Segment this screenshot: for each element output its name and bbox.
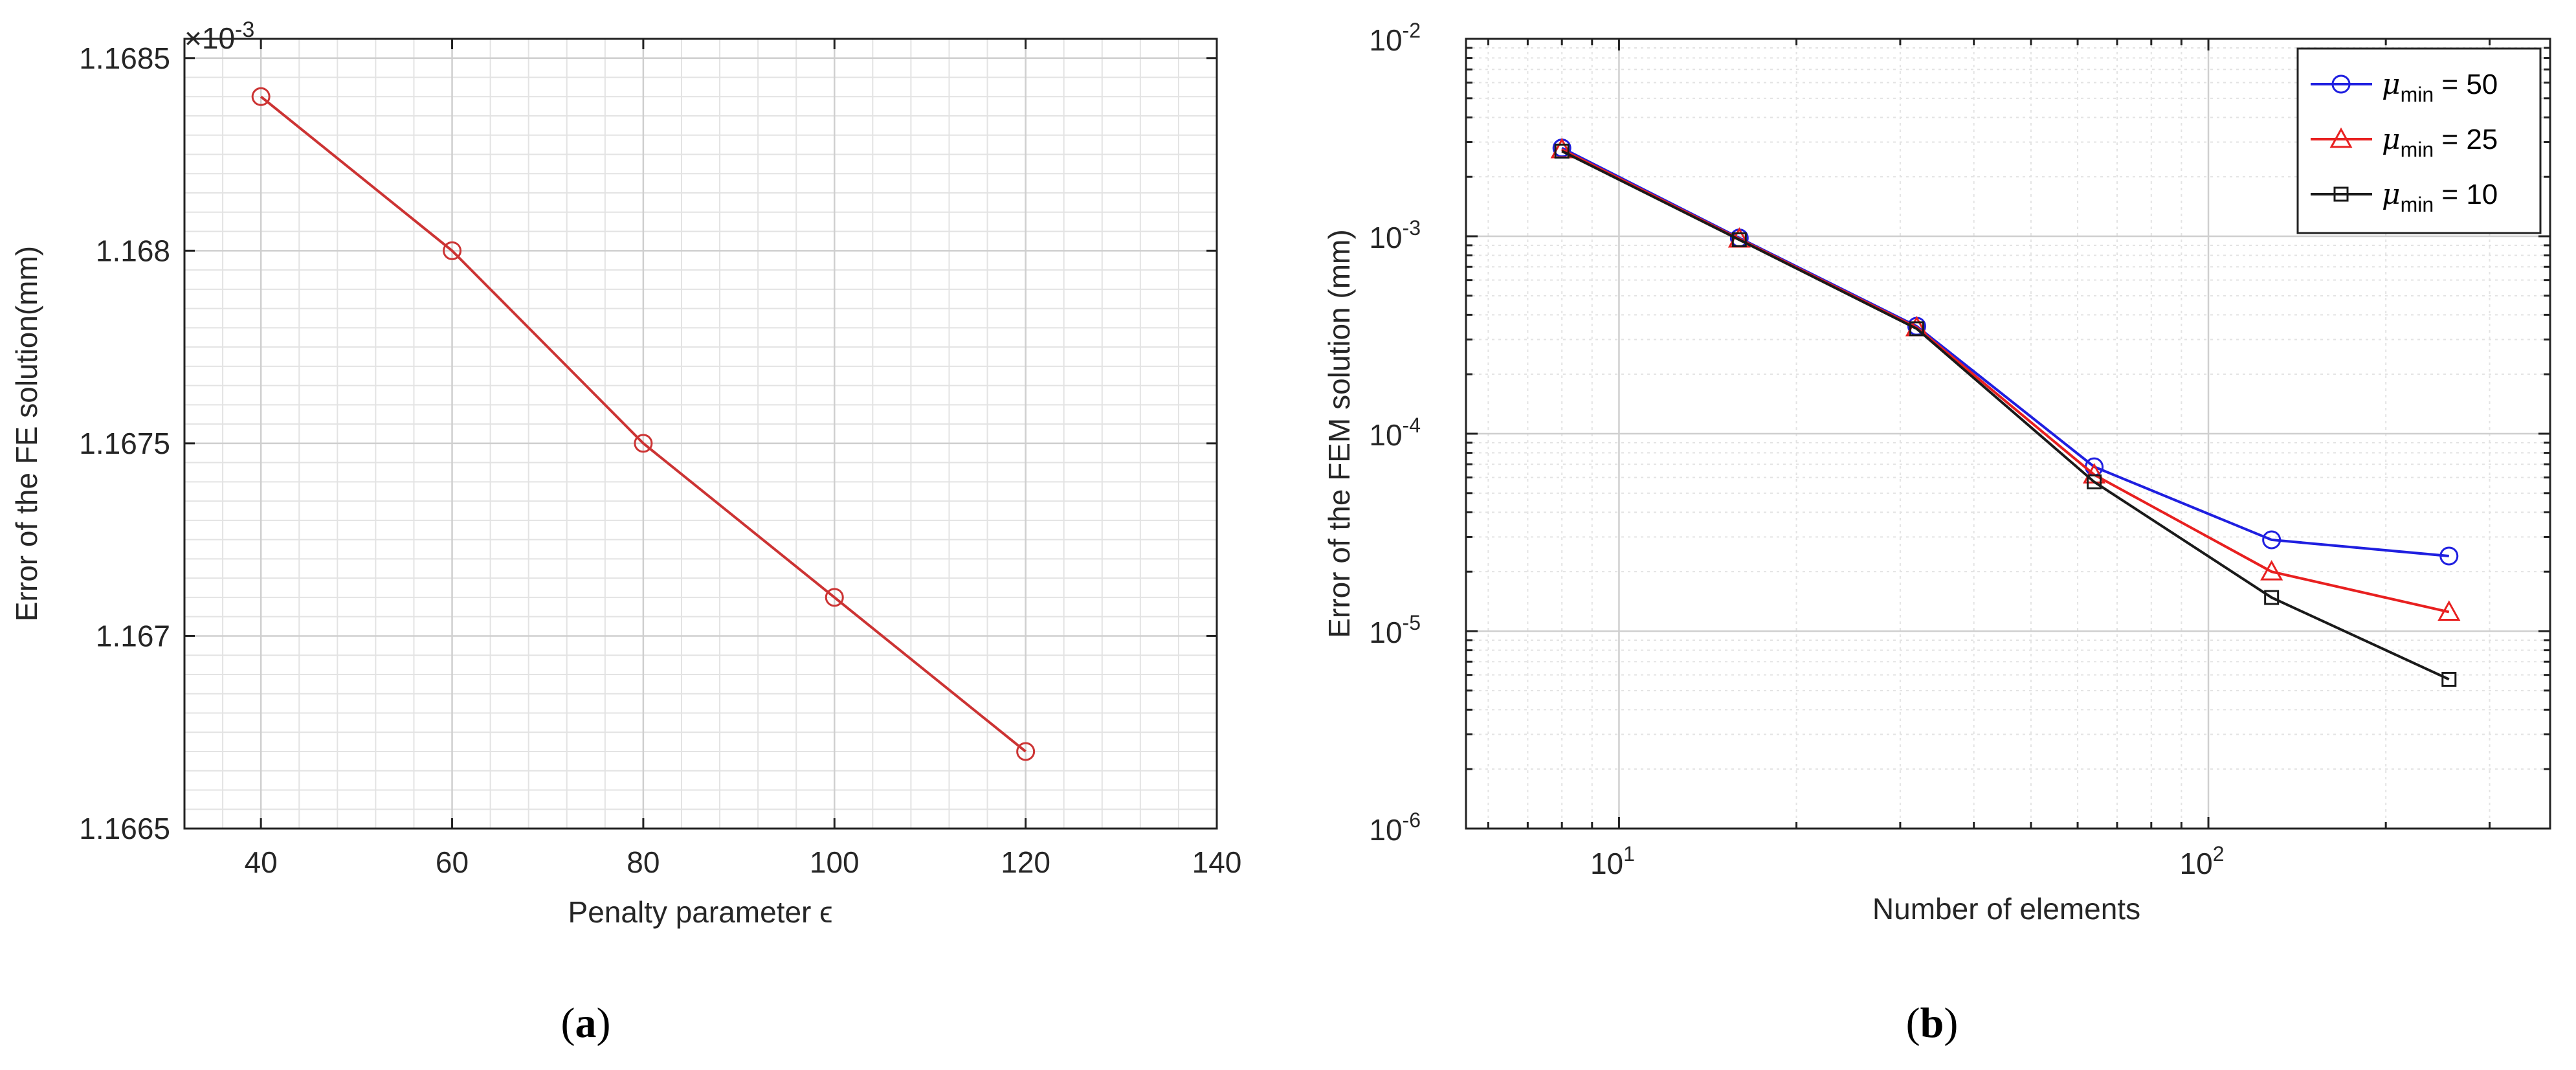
x-tick-label: 40 xyxy=(245,845,278,879)
series-line xyxy=(260,95,1027,753)
y-axis-label: Error of the FE solution(mm) xyxy=(10,246,43,621)
data-point xyxy=(1554,143,1570,159)
plot-area-frame xyxy=(183,38,1218,830)
legend: μmin = 50 μmin = 25 μmin = 10 xyxy=(2296,47,2542,234)
data-point xyxy=(634,434,653,453)
panel-label-b: (b) xyxy=(1906,999,1959,1047)
y-tick-label: 1.1675 xyxy=(79,427,170,460)
data-point xyxy=(2329,127,2353,148)
y-tick-label: 1.167 xyxy=(96,619,170,652)
x-axis-label: Number of elements xyxy=(1872,892,2140,926)
y-tick-label: 1.168 xyxy=(96,234,170,267)
y-tick-label: 10-2 xyxy=(1369,19,1421,57)
data-point xyxy=(2331,74,2351,94)
y-tick-label: 1.1685 xyxy=(79,41,170,75)
x-tick-label: 60 xyxy=(436,845,469,879)
x-tick-label: 80 xyxy=(627,845,660,879)
panel-label-a: (a) xyxy=(561,999,611,1047)
x-tick-label: 140 xyxy=(1192,845,1242,879)
legend-box xyxy=(2296,47,2542,234)
legend-label: μmin = 25 xyxy=(2382,123,2498,161)
data-point xyxy=(2439,546,2459,566)
legend-label: μmin = 10 xyxy=(2382,178,2498,216)
data-point xyxy=(1016,742,1036,761)
data-point xyxy=(443,241,462,260)
plot-series xyxy=(1550,137,2461,687)
data-point xyxy=(2437,600,2461,621)
axis-ticks: 101 102 10-6 10-5 10-4 10-3 10-2 xyxy=(1369,19,2550,880)
x-axis-label: Penalty parameter ϵ xyxy=(568,895,833,929)
chart-panel-a: 40 60 80 100 120 140 1.1665 1.167 1.1675 1.168 1.1… xyxy=(10,17,1241,1047)
y-exponent-label: ×10-3 xyxy=(184,17,254,55)
data-point xyxy=(2262,530,2282,550)
series-line xyxy=(1561,150,2450,681)
y-tick-label: 10-6 xyxy=(1369,808,1421,847)
legend-label: μmin = 50 xyxy=(2382,68,2498,106)
x-tick-label: 101 xyxy=(1590,842,1635,880)
data-point xyxy=(1731,232,1747,247)
grid xyxy=(184,38,1218,830)
x-tick-label: 120 xyxy=(1001,845,1050,879)
data-point xyxy=(2087,474,2102,489)
data-point xyxy=(2260,560,2283,581)
y-tick-label: 1.1665 xyxy=(79,812,170,845)
y-axis-label: Error of the FEM solution (mm) xyxy=(1322,229,1356,638)
data-point xyxy=(251,87,271,106)
data-point xyxy=(2264,590,2280,605)
axis-ticks: 40 60 80 100 120 140 1.1665 1.167 1.1675 1.168 1.1… xyxy=(79,39,1241,879)
y-tick-label: 10-3 xyxy=(1369,216,1421,254)
x-tick-label: 102 xyxy=(2180,842,2225,880)
data-point xyxy=(825,588,844,607)
x-tick-label: 100 xyxy=(810,845,860,879)
y-tick-label: 10-5 xyxy=(1369,611,1421,649)
plot-series xyxy=(251,87,1036,761)
y-tick-label: 10-4 xyxy=(1369,414,1421,452)
chart-panel-b: 101 102 10-6 10-5 10-4 10-3 10-2 Number of ele… xyxy=(1322,19,2551,1047)
data-point xyxy=(1909,321,1924,337)
data-point xyxy=(2441,671,2457,687)
data-point xyxy=(2333,186,2349,202)
